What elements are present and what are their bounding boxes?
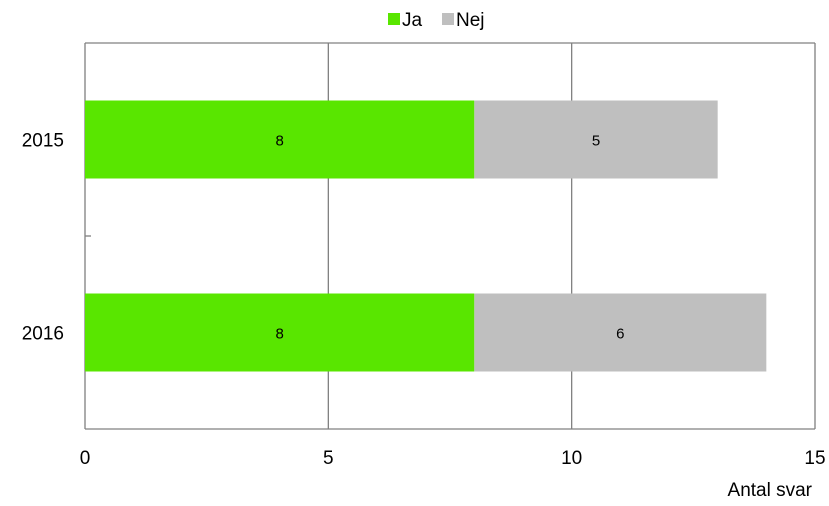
bar-ja-2015 [85,100,475,179]
legend-swatch-ja [388,13,400,25]
data-labels: 8 5 8 6 [275,133,624,343]
legend: Ja Nej [388,10,485,31]
bar-nej-2015 [474,100,718,179]
x-tick-labels: 0 5 10 15 [80,448,826,469]
data-label-nej-2015: 5 [592,133,600,150]
x-axis-title: Antal svar [728,480,813,501]
bar-ja-2016 [85,293,475,372]
x-tick-label-10: 10 [561,448,582,469]
data-label-ja-2016: 8 [275,326,283,343]
bars [85,100,767,372]
legend-swatch-nej [442,13,454,25]
bar-nej-2016 [474,293,767,372]
data-label-ja-2015: 8 [275,133,283,150]
x-tick-label-0: 0 [80,448,91,469]
legend-label-nej: Nej [456,10,485,31]
x-tick-label-15: 15 [804,448,825,469]
legend-label-ja: Ja [402,10,423,31]
y-tick-label-2015: 2015 [22,131,64,152]
x-tick-label-5: 5 [323,448,334,469]
data-label-nej-2016: 6 [616,326,624,343]
y-tick-label-2016: 2016 [22,324,64,345]
y-tick-labels: 2015 2016 [22,131,64,345]
